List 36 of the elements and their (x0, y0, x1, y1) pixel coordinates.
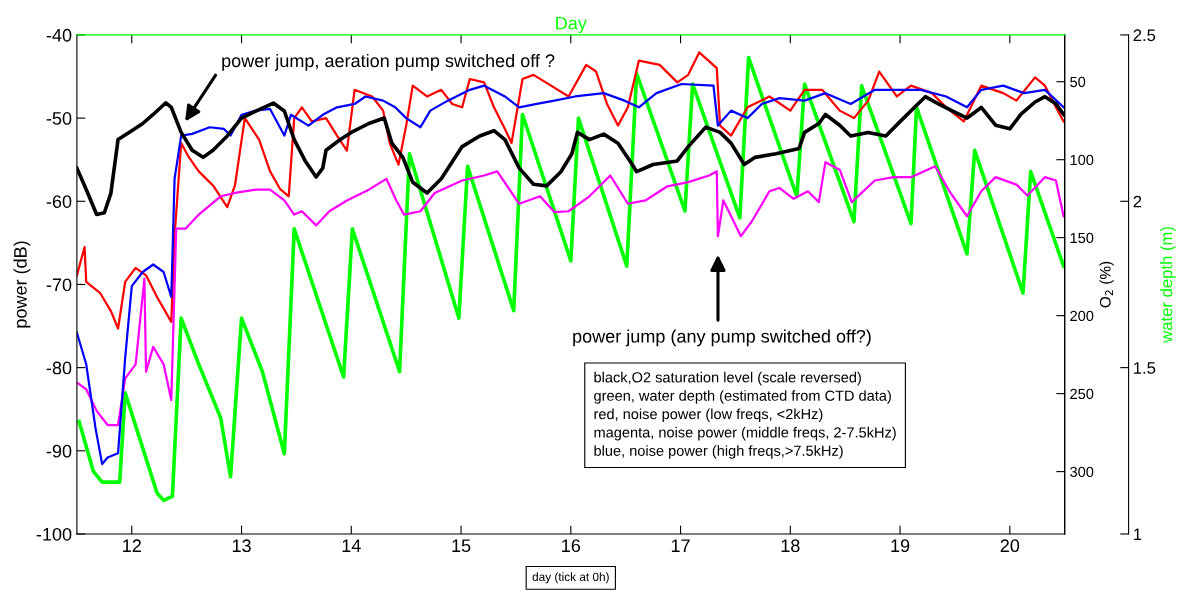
x-tick-label: 20 (1000, 539, 1020, 553)
x-axis-title: day (tick at 0h) (532, 572, 609, 584)
x-tick-label: 18 (781, 539, 800, 553)
y3-tick-label: 2 (1133, 195, 1142, 208)
y2-tick-label: 300 (1070, 466, 1094, 478)
y-tick-label: -90 (46, 444, 72, 458)
x-tick-label: 17 (671, 539, 690, 552)
y2-tick-label: 250 (1070, 388, 1094, 400)
y2-tick-label: 150 (1070, 232, 1094, 244)
x-tick-label: 12 (123, 539, 141, 552)
x-tick-label: 15 (452, 539, 471, 553)
y3-tick-label: 1.5 (1134, 362, 1156, 374)
y3-axis-title: water depth (m) (1160, 227, 1176, 343)
x-tick-label: 19 (891, 539, 910, 553)
x-tick-label: 13 (232, 539, 251, 553)
y3-tick-label: 2.5 (1133, 29, 1156, 42)
line-series (76, 51, 1065, 330)
x2-axis-title: Day (556, 16, 587, 34)
y-axis-title: power (dB) (13, 241, 31, 328)
y-tick-label: -60 (46, 195, 72, 208)
y-tick-label: -40 (46, 28, 72, 42)
annotation: power jump (any pump switched off?) (573, 329, 871, 347)
y2-axis-title: O$_{2}$ (%) (1099, 261, 1114, 308)
annotation: power jump, aeration pump switched off ? (222, 53, 555, 71)
y-tick-label: -80 (46, 361, 72, 375)
line-series (76, 161, 1065, 427)
y2-tick-label: 200 (1070, 310, 1094, 322)
y-tick-label: -50 (46, 112, 72, 125)
y2-tick-label: 50 (1070, 76, 1086, 88)
y2-tick-label: 100 (1070, 154, 1094, 166)
y-tick-label: -100 (36, 527, 72, 541)
y-tick-label: -70 (46, 278, 72, 292)
x-tick-label: 16 (562, 539, 581, 553)
annotation: black,O2 saturation level (scale reversed) green, water depth (estimated from CTD data) red, noise power (low freqs, <2kHz) magenta, noise power (middle freqs, 2-7.5kHz) blue, noise power (high freqs,>7.5kHz) (594, 371, 896, 459)
x-tick-label: 14 (342, 539, 361, 552)
y3-tick-label: 1 (1134, 528, 1142, 541)
